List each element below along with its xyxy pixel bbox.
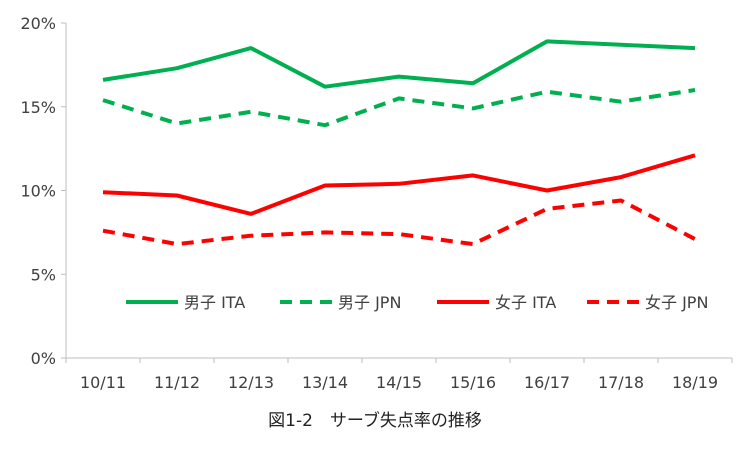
x-tick-label: 14/15 — [376, 373, 422, 392]
x-tick-label: 16/17 — [524, 373, 570, 392]
legend-label-3: 女子 ITA — [495, 293, 556, 312]
series-line-4 — [102, 198, 696, 247]
x-tick-label: 18/19 — [672, 373, 718, 392]
x-tick-label: 17/18 — [598, 373, 644, 392]
legend-label-1: 男子 ITA — [184, 293, 245, 312]
x-tick-label: 13/14 — [302, 373, 348, 392]
y-tick-labels: 0% 5% 10% 15% 20% — [20, 14, 66, 368]
y-tick-label: 5% — [31, 265, 56, 284]
series-line-1 — [102, 39, 696, 89]
x-tick-label: 15/16 — [450, 373, 496, 392]
series-line-3 — [102, 153, 696, 216]
x-tick-label: 10/11 — [80, 373, 126, 392]
y-tick-label: 0% — [31, 349, 56, 368]
legend-label-2: 男子 JPN — [338, 293, 401, 312]
legend: 男子 ITA 男子 JPN 女子 ITA 女子 JPN — [126, 293, 708, 312]
y-tick-label: 15% — [20, 98, 56, 117]
x-tick-label: 11/12 — [154, 373, 200, 392]
x-tick-label: 12/13 — [228, 373, 274, 392]
series-line-2 — [102, 88, 696, 128]
figure-caption: 図1-2 サーブ失点率の推移 — [268, 410, 482, 431]
legend-label-4: 女子 JPN — [645, 293, 708, 312]
x-tick-labels: 10/11 11/12 12/13 13/14 14/15 15/16 16/17 17/18… — [65, 358, 733, 392]
y-tick-label: 10% — [20, 182, 56, 201]
y-tick-label: 20% — [20, 14, 56, 33]
series-lines — [102, 39, 696, 247]
